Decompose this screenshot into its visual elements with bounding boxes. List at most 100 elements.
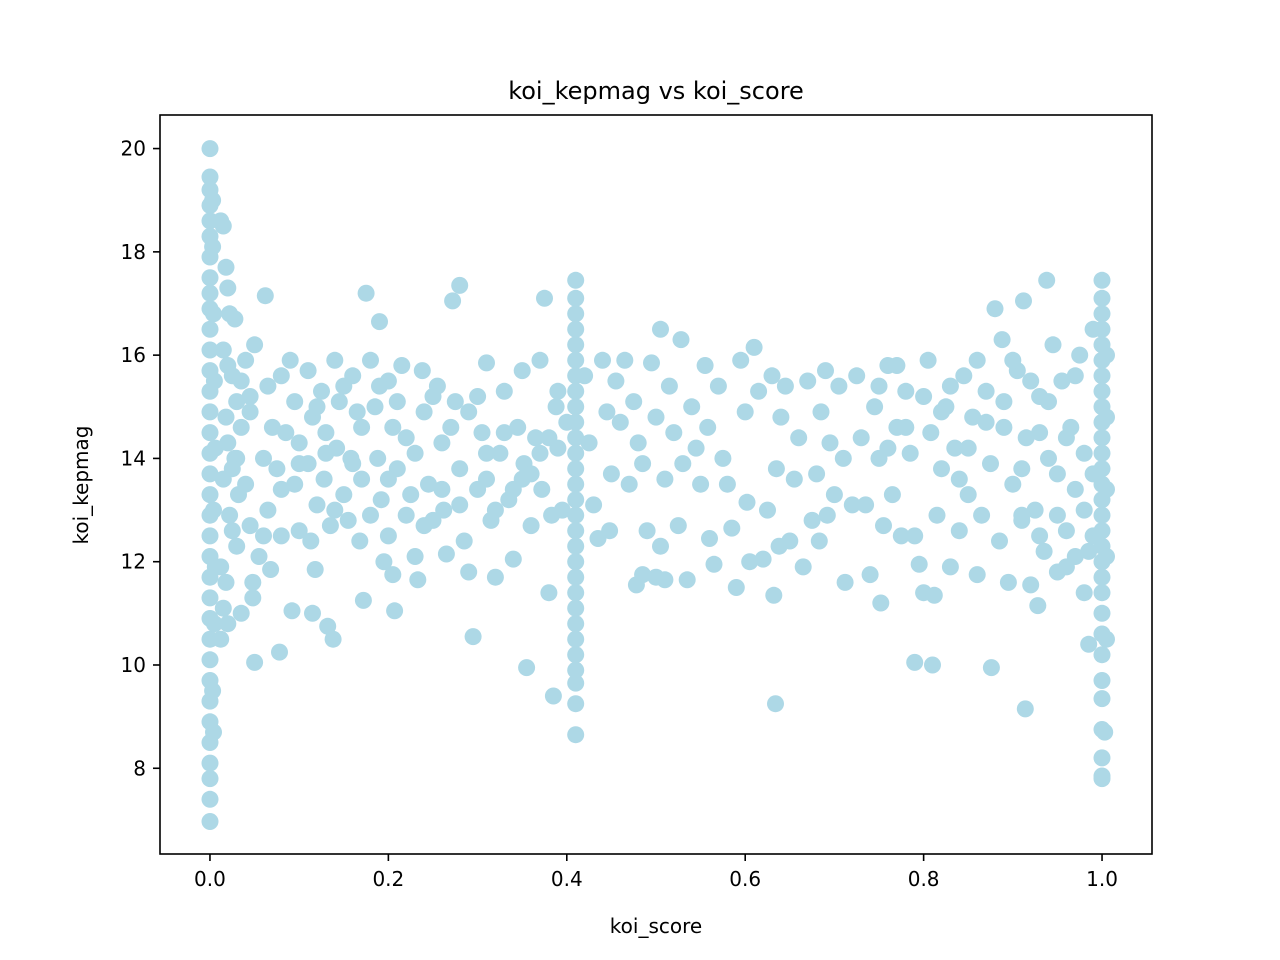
data-point bbox=[219, 279, 237, 297]
data-point bbox=[696, 357, 714, 374]
data-point bbox=[415, 517, 433, 535]
points-layer bbox=[201, 140, 1115, 830]
data-point bbox=[1093, 460, 1111, 478]
data-point bbox=[397, 429, 415, 447]
data-point bbox=[634, 455, 652, 473]
data-point bbox=[255, 449, 272, 467]
x-tick-label: 0.0 bbox=[194, 867, 226, 891]
data-point bbox=[259, 377, 277, 395]
data-point bbox=[272, 527, 290, 545]
data-point bbox=[794, 558, 812, 576]
data-point bbox=[567, 305, 585, 323]
data-point bbox=[315, 470, 333, 488]
data-point bbox=[567, 429, 585, 447]
data-point bbox=[286, 393, 304, 411]
data-point bbox=[968, 351, 986, 369]
data-point bbox=[767, 460, 785, 478]
data-point bbox=[906, 527, 924, 545]
data-point bbox=[354, 591, 372, 609]
data-point bbox=[836, 573, 854, 591]
x-tick-label: 0.2 bbox=[372, 867, 404, 891]
data-point bbox=[625, 393, 643, 411]
data-point bbox=[941, 377, 959, 395]
data-point bbox=[1017, 429, 1035, 447]
data-point bbox=[714, 449, 732, 467]
data-point bbox=[879, 439, 897, 457]
data-point bbox=[204, 238, 222, 256]
data-point bbox=[669, 517, 687, 535]
data-point bbox=[1071, 346, 1089, 364]
data-point bbox=[567, 646, 585, 664]
data-point bbox=[286, 475, 304, 493]
data-point bbox=[1080, 542, 1098, 560]
data-point bbox=[1093, 749, 1111, 767]
data-point bbox=[212, 558, 230, 576]
data-point bbox=[830, 377, 848, 395]
data-point bbox=[513, 362, 531, 380]
data-point bbox=[567, 320, 585, 338]
data-point bbox=[567, 537, 585, 555]
data-point bbox=[701, 530, 718, 547]
data-point bbox=[919, 351, 937, 369]
data-point bbox=[674, 455, 692, 473]
data-point bbox=[634, 566, 652, 584]
data-point bbox=[567, 615, 585, 633]
data-point bbox=[955, 367, 973, 385]
data-point bbox=[388, 393, 406, 411]
data-point bbox=[371, 377, 388, 395]
data-point bbox=[330, 393, 348, 411]
data-point bbox=[290, 522, 308, 540]
data-point bbox=[379, 527, 397, 545]
data-point bbox=[611, 413, 629, 431]
data-point bbox=[268, 460, 286, 478]
data-point bbox=[326, 501, 344, 519]
data-point bbox=[214, 341, 232, 359]
data-point bbox=[567, 413, 585, 431]
data-point bbox=[817, 362, 834, 380]
data-point bbox=[435, 501, 453, 519]
data-point bbox=[652, 537, 669, 555]
data-point bbox=[321, 517, 339, 535]
data-point bbox=[567, 460, 585, 478]
data-point bbox=[339, 511, 357, 529]
data-point bbox=[201, 790, 219, 808]
data-point bbox=[219, 615, 237, 633]
data-point bbox=[205, 615, 223, 633]
plot-frame bbox=[159, 114, 1153, 855]
data-point bbox=[602, 465, 620, 483]
data-point bbox=[1080, 635, 1098, 653]
data-point bbox=[1084, 527, 1102, 545]
data-point bbox=[727, 579, 745, 596]
data-point bbox=[1048, 506, 1066, 524]
data-point bbox=[214, 599, 232, 617]
data-point bbox=[620, 475, 638, 493]
data-point bbox=[709, 377, 727, 395]
data-point bbox=[852, 429, 870, 447]
data-point bbox=[687, 439, 705, 457]
data-point bbox=[504, 550, 522, 568]
data-point bbox=[201, 320, 219, 338]
data-point bbox=[647, 408, 665, 426]
data-point bbox=[897, 382, 915, 400]
data-point bbox=[1029, 597, 1047, 615]
data-point bbox=[540, 584, 558, 602]
data-point bbox=[232, 604, 250, 622]
data-point bbox=[246, 336, 264, 354]
data-point bbox=[372, 491, 390, 509]
data-point bbox=[660, 377, 678, 395]
data-point bbox=[857, 496, 875, 514]
data-point bbox=[906, 653, 924, 671]
data-point bbox=[317, 424, 335, 442]
data-point bbox=[803, 511, 821, 529]
data-point bbox=[406, 548, 424, 565]
data-point bbox=[812, 403, 830, 421]
data-point bbox=[263, 418, 281, 436]
data-point bbox=[304, 604, 321, 622]
data-point bbox=[1044, 336, 1062, 354]
data-point bbox=[1075, 584, 1093, 602]
data-point bbox=[959, 439, 977, 457]
data-point bbox=[201, 424, 219, 442]
data-point bbox=[585, 496, 603, 514]
data-point bbox=[745, 338, 763, 356]
data-point bbox=[1093, 690, 1111, 708]
